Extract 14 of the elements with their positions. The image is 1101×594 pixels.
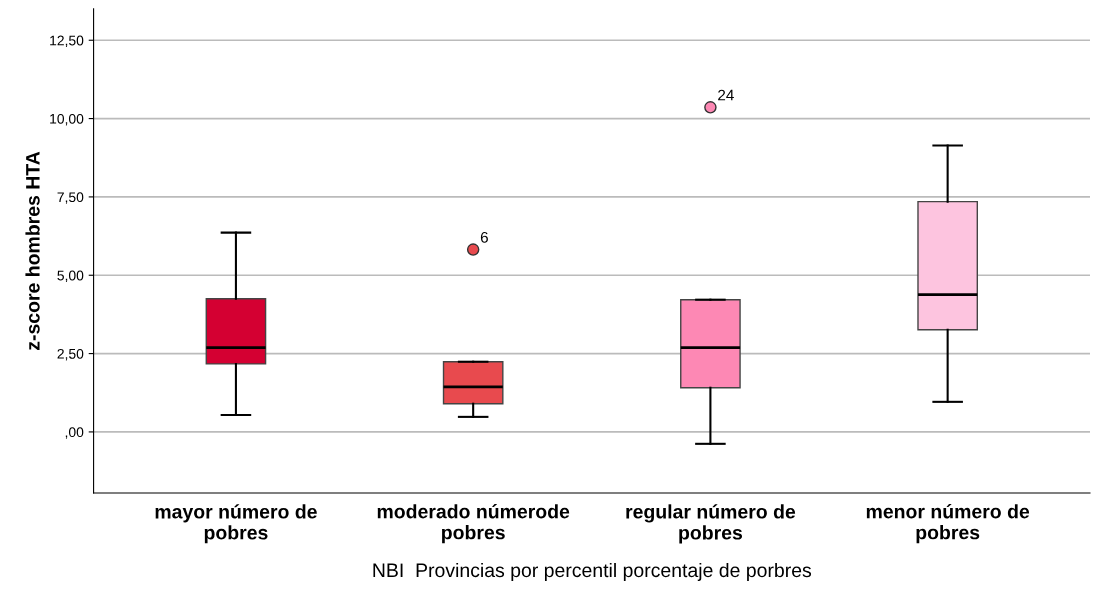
y-axis-title: z-score hombres HTA [25, 151, 40, 350]
x-tick-label: mayor número de pobres [155, 504, 317, 544]
x-axis-title: NBI Provincias por percentil porcentaje de porbres [373, 562, 812, 582]
y-tick-label: 12,50 [50, 35, 84, 48]
y-tick-label: ,00 [65, 427, 84, 439]
annotation: 24 [718, 89, 734, 101]
annotation: 6 [480, 231, 488, 243]
y-tick-label: 2,50 [57, 348, 84, 361]
y-tick-label: 7,50 [57, 192, 84, 204]
x-tick-label: moderado númerode pobres [377, 503, 570, 544]
x-tick-label: regular número de pobres [626, 504, 796, 544]
y-tick-label: 10,00 [50, 113, 84, 126]
y-tick-label: 5,00 [57, 270, 84, 283]
x-tick-label: menor número de pobres [866, 503, 1030, 544]
